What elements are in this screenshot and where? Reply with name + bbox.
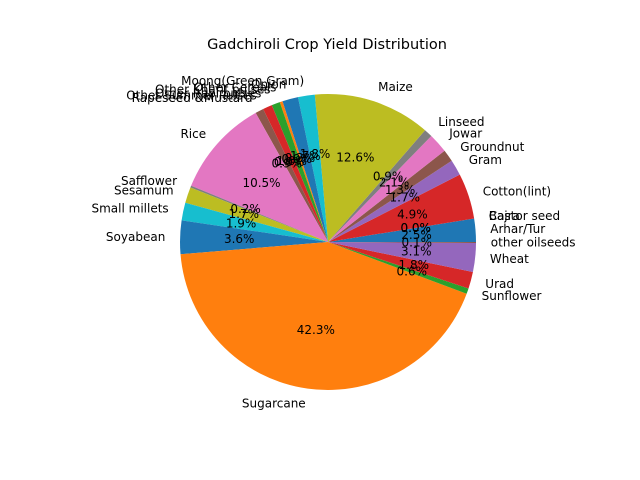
pie-slice — [328, 130, 432, 242]
slice-percent-label: 2.1% — [379, 176, 410, 190]
slice-label: Small millets — [92, 202, 169, 216]
pie-slice — [282, 97, 328, 242]
pie-slice — [263, 105, 328, 242]
slice-percent-label: 3.6% — [224, 232, 255, 246]
slice-percent-label: 0.1% — [402, 235, 433, 249]
slice-label: Sunflower — [482, 289, 542, 303]
pie-slice — [191, 112, 328, 242]
slice-percent-label: 0.6% — [397, 265, 428, 279]
slice-label: Other Cereals — [194, 81, 277, 95]
slice-label: other oilseeds — [491, 236, 576, 250]
slice-label: Other Summer Pulses — [126, 89, 256, 103]
pie-slice — [190, 185, 328, 242]
slice-percent-label: 4.9% — [397, 207, 428, 221]
pie-slice — [328, 242, 473, 289]
slice-percent-label: 1.7% — [229, 207, 260, 221]
pie-slice — [328, 150, 452, 242]
pie-slice — [328, 242, 476, 273]
slice-percent-label: 0.2% — [230, 202, 261, 216]
slice-percent-label: 1.9% — [226, 217, 257, 231]
pie-slice — [185, 187, 328, 242]
slice-label: Rapeseed &Mustard — [132, 91, 253, 105]
slice-percent-label: 1.7% — [390, 190, 421, 204]
pie-slice — [314, 93, 426, 243]
slice-label: Other Kharif pulses — [155, 83, 270, 97]
slice-percent-label: 0.0% — [400, 221, 431, 235]
pie-slice — [328, 136, 445, 242]
slice-label: Arhar/Tur — [490, 222, 545, 236]
slice-label: Rice — [180, 127, 206, 141]
pie-slice — [297, 94, 328, 242]
slice-label: Sugarcane — [242, 396, 306, 410]
pie-slice — [279, 101, 328, 242]
slice-percent-label: 3.1% — [401, 244, 432, 258]
slice-label: Other Rabi pulses — [155, 86, 262, 100]
slice-label: Gram — [469, 153, 502, 167]
slice-percent-label: 0.0% — [400, 221, 431, 235]
chart-title: Gadchiroli Crop Yield Distribution — [207, 37, 447, 53]
pie-slice — [328, 174, 475, 242]
slice-percent-label: 42.3% — [297, 323, 335, 337]
pie-slice — [180, 242, 467, 391]
pie-slice — [255, 108, 328, 242]
slice-percent-label: 1.7% — [290, 149, 321, 163]
pie-slice — [328, 242, 469, 294]
slice-percent-label: 2.5% — [401, 228, 432, 242]
slice-percent-label: 1.3% — [385, 183, 416, 197]
slice-percent-label: 1.8% — [399, 258, 430, 272]
slice-percent-label: 0.0% — [274, 155, 305, 169]
slice-label: Castor seed — [489, 209, 560, 223]
slice-label: Sesamum — [114, 183, 174, 197]
pie-slices — [179, 93, 477, 391]
slice-label: Onion — [251, 78, 286, 92]
slice-percent-label: 0.3% — [285, 151, 316, 165]
slice-percent-label: 1.0% — [276, 154, 307, 168]
slice-label: Safflower — [121, 174, 177, 188]
slice-percent-label: 12.6% — [336, 151, 374, 165]
pie-slice — [179, 220, 328, 255]
pie-slice — [271, 102, 328, 242]
slice-label: Bajra — [489, 209, 520, 223]
slice-percent-label: 0.9% — [281, 152, 312, 166]
slice-percent-labels: 2.5%0.0%0.0%4.9%1.7%1.3%2.1%0.9%12.6%1.8… — [224, 147, 432, 337]
slice-label: Moong(Green Gram) — [181, 74, 304, 88]
slice-label: Jowar — [448, 126, 482, 140]
slice-label: Cotton(lint) — [483, 184, 551, 198]
pie-slice — [328, 242, 477, 243]
slice-label: Urad — [485, 277, 514, 291]
slice-percent-label: 0.9% — [373, 170, 404, 184]
slice-label: Wheat — [490, 252, 529, 266]
slice-label: Soyabean — [106, 230, 165, 244]
slice-percent-label: 1.8% — [300, 147, 331, 161]
pie-slice — [181, 202, 328, 242]
slice-label: Linseed — [438, 115, 484, 129]
slice-percent-label: 0.9% — [272, 156, 303, 170]
slice-label: Maize — [378, 80, 413, 94]
slice-percent-label: 10.5% — [242, 176, 280, 190]
pie-slice — [328, 218, 476, 242]
pie-slice — [328, 160, 460, 242]
slice-label: Groundnut — [460, 140, 524, 154]
